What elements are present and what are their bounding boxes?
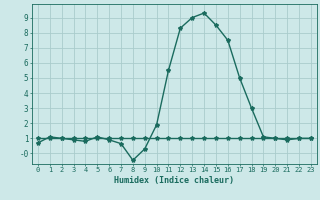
X-axis label: Humidex (Indice chaleur): Humidex (Indice chaleur) [115,176,234,185]
